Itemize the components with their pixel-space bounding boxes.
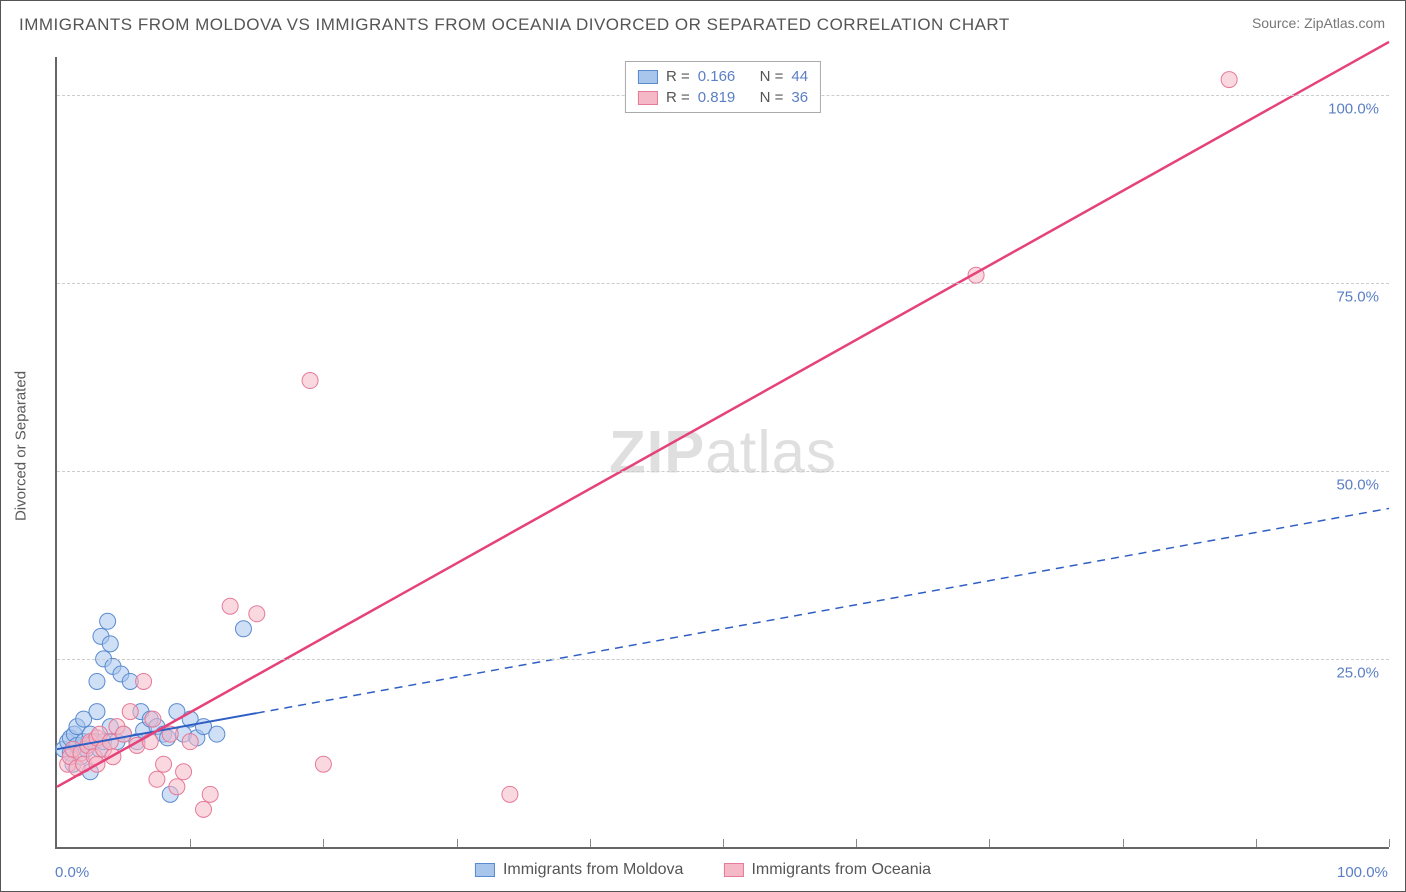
xtick-mark: [856, 839, 857, 847]
data-point: [156, 756, 172, 772]
ytick-label: 50.0%: [1336, 476, 1379, 493]
n-label: N =: [760, 68, 784, 85]
ytick-label: 75.0%: [1336, 288, 1379, 305]
source-attribution: Source: ZipAtlas.com: [1252, 15, 1385, 31]
data-point: [315, 756, 331, 772]
data-point: [149, 771, 165, 787]
data-point: [249, 606, 265, 622]
r-label: R =: [666, 68, 690, 85]
correlation-legend: R = 0.166 N = 44 R = 0.819 N = 36: [625, 61, 821, 113]
data-point: [89, 704, 105, 720]
legend-item-oceania: Immigrants from Oceania: [723, 861, 931, 879]
plot-area: ZIPatlas R = 0.166 N = 44 R = 0.819 N = …: [55, 57, 1389, 849]
oceania-r-value: 0.819: [698, 89, 736, 106]
data-point: [235, 621, 251, 637]
chart-container: IMMIGRANTS FROM MOLDOVA VS IMMIGRANTS FR…: [0, 0, 1406, 892]
ytick-label: 25.0%: [1336, 664, 1379, 681]
scatter-plot-svg: [57, 57, 1389, 847]
data-point: [176, 764, 192, 780]
data-point: [196, 801, 212, 817]
xtick-mark: [989, 839, 990, 847]
data-point: [222, 598, 238, 614]
data-point: [502, 786, 518, 802]
source-label: Source:: [1252, 15, 1300, 31]
source-value: ZipAtlas.com: [1304, 15, 1385, 31]
data-point: [89, 673, 105, 689]
ytick-label: 100.0%: [1328, 100, 1379, 117]
xtick-mark: [590, 839, 591, 847]
data-point: [182, 734, 198, 750]
trend-line-dashed: [257, 508, 1389, 713]
xtick-mark: [1123, 839, 1124, 847]
legend-label-oceania: Immigrants from Oceania: [751, 861, 931, 879]
data-point: [116, 726, 132, 742]
xtick-mark: [1389, 839, 1390, 847]
legend-label-moldova: Immigrants from Moldova: [503, 861, 684, 879]
chart-title: IMMIGRANTS FROM MOLDOVA VS IMMIGRANTS FR…: [19, 15, 1010, 35]
data-point: [145, 711, 161, 727]
data-point: [102, 636, 118, 652]
n-label: N =: [760, 89, 784, 106]
gridline: [57, 283, 1389, 284]
legend-row-moldova: R = 0.166 N = 44: [638, 66, 808, 87]
xtick-mark: [723, 839, 724, 847]
xtick-label: 0.0%: [55, 864, 89, 881]
xtick-mark: [190, 839, 191, 847]
data-point: [122, 704, 138, 720]
gridline: [57, 471, 1389, 472]
legend-row-oceania: R = 0.819 N = 36: [638, 87, 808, 108]
oceania-n-value: 36: [791, 89, 808, 106]
oceania-swatch-icon: [723, 863, 743, 877]
data-point: [100, 613, 116, 629]
data-point: [209, 726, 225, 742]
moldova-swatch-icon: [475, 863, 495, 877]
xtick-label: 100.0%: [1337, 864, 1388, 881]
y-axis-label: Divorced or Separated: [13, 371, 30, 521]
xtick-mark: [457, 839, 458, 847]
data-point: [136, 673, 152, 689]
moldova-swatch-icon: [638, 70, 658, 84]
series-legend: Immigrants from Moldova Immigrants from …: [475, 861, 931, 879]
data-point: [202, 786, 218, 802]
data-point: [1221, 72, 1237, 88]
r-label: R =: [666, 89, 690, 106]
trend-line: [57, 42, 1389, 787]
oceania-swatch-icon: [638, 91, 658, 105]
gridline: [57, 659, 1389, 660]
xtick-mark: [323, 839, 324, 847]
xtick-mark: [1256, 839, 1257, 847]
moldova-n-value: 44: [791, 68, 808, 85]
data-point: [169, 779, 185, 795]
legend-item-moldova: Immigrants from Moldova: [475, 861, 684, 879]
moldova-r-value: 0.166: [698, 68, 736, 85]
data-point: [302, 373, 318, 389]
